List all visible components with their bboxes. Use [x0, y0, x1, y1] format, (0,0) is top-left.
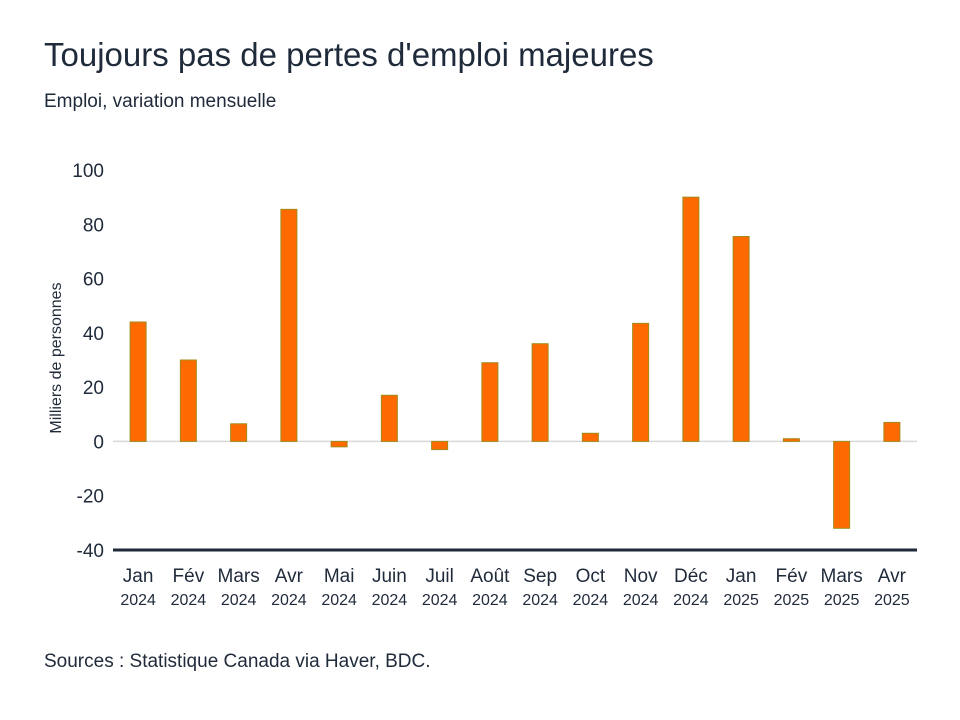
- x-tick-month: Mai: [324, 566, 355, 587]
- bar: [782, 438, 800, 442]
- bar: [179, 359, 197, 442]
- y-tick-label: -40: [77, 541, 104, 562]
- x-tick-year: 2024: [271, 592, 307, 609]
- x-tick-month: Nov: [624, 566, 658, 587]
- bar: [280, 208, 298, 442]
- x-tick-month: Déc: [674, 566, 708, 587]
- bar: [230, 423, 248, 442]
- bar: [632, 322, 650, 442]
- x-tick-year: 2024: [623, 592, 659, 609]
- y-tick-label: 100: [72, 161, 104, 182]
- bar: [431, 440, 449, 451]
- bar: [581, 432, 599, 442]
- x-tick-month: Fév: [173, 566, 205, 587]
- chart-title: Toujours pas de pertes d'emploi majeures: [44, 36, 654, 73]
- x-tick-month: Mars: [218, 566, 260, 587]
- x-tick-year: 2025: [723, 592, 759, 609]
- x-tick-year: 2024: [171, 592, 207, 609]
- bar: [481, 362, 499, 442]
- y-tick-label: 20: [83, 378, 104, 399]
- x-tick-month: Juin: [372, 566, 407, 587]
- bar: [380, 394, 398, 442]
- x-tick-month: Avr: [878, 566, 907, 587]
- y-tick-label: 80: [83, 215, 104, 236]
- x-tick-year: 2025: [774, 592, 810, 609]
- bar: [330, 440, 348, 448]
- x-tick-year: 2024: [422, 592, 458, 609]
- bar: [682, 196, 700, 442]
- bar: [531, 343, 549, 442]
- x-tick-year: 2024: [573, 592, 609, 609]
- x-tick-month: Jan: [123, 566, 154, 587]
- chart-subtitle: Emploi, variation mensuelle: [44, 91, 277, 112]
- x-tick-month: Sep: [523, 566, 557, 587]
- bar: [732, 236, 750, 442]
- source-note: Sources : Statistique Canada via Haver, …: [44, 651, 431, 672]
- y-tick-label: 0: [93, 432, 104, 453]
- bar: [883, 421, 901, 442]
- x-tick-month: Fév: [776, 566, 808, 587]
- x-tick-year: 2025: [874, 592, 910, 609]
- y-tick-label: 40: [83, 324, 104, 345]
- x-tick-month: Avr: [275, 566, 304, 587]
- x-tick-year: 2024: [522, 592, 558, 609]
- x-tick-year: 2024: [372, 592, 408, 609]
- x-tick-month: Août: [470, 566, 510, 587]
- y-tick-label: 60: [83, 270, 104, 291]
- y-axis-title: Milliers de personnes: [48, 282, 65, 433]
- x-tick-year: 2024: [120, 592, 156, 609]
- x-tick-month: Oct: [576, 566, 606, 587]
- x-tick-year: 2024: [221, 592, 257, 609]
- bar: [833, 440, 851, 529]
- x-tick-year: 2024: [472, 592, 508, 609]
- x-tick-year: 2025: [824, 592, 860, 609]
- bar: [129, 321, 147, 442]
- x-tick-month: Juil: [425, 566, 454, 587]
- x-tick-year: 2024: [673, 592, 709, 609]
- x-tick-month: Jan: [726, 566, 757, 587]
- x-tick-month: Mars: [821, 566, 863, 587]
- y-tick-label: -20: [77, 487, 104, 508]
- x-tick-year: 2024: [321, 592, 357, 609]
